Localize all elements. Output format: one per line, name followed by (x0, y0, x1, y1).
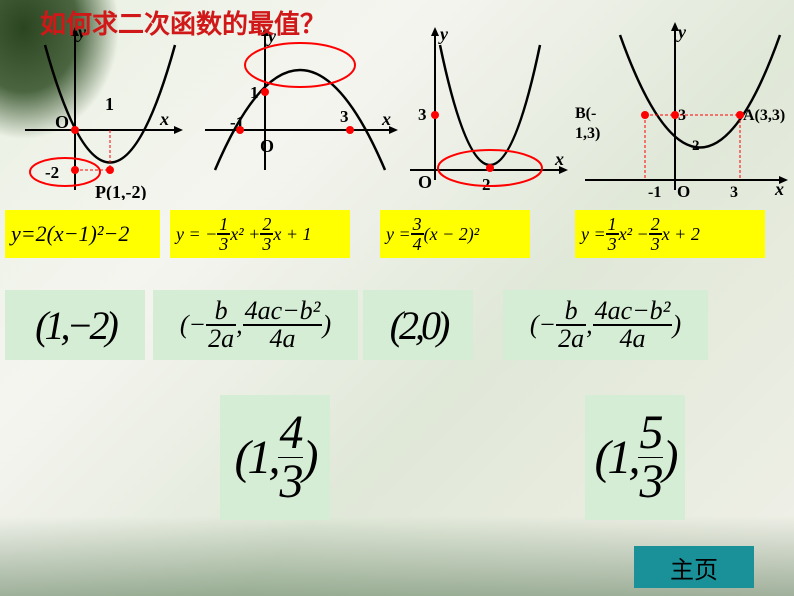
vertex-formula-1: (− b2a , 4ac−b²4a ) (153, 290, 358, 360)
svg-text:-1: -1 (648, 184, 661, 200)
svg-text:O: O (260, 136, 274, 156)
svg-text:O: O (418, 172, 432, 192)
vertex-3: (2,0) (363, 290, 473, 360)
svg-text:y: y (676, 22, 687, 42)
svg-text:x: x (554, 149, 564, 169)
svg-text:3: 3 (730, 184, 738, 200)
svg-text:2: 2 (692, 138, 700, 154)
home-button[interactable]: 主页 (634, 546, 754, 588)
svg-text:3: 3 (340, 107, 349, 126)
equation-1: y=2(x−1)²−2 (5, 210, 160, 258)
equation-2: y = − 13 x² + 23 x + 1 (170, 210, 350, 258)
svg-text:P(1,-2): P(1,-2) (95, 182, 146, 200)
answer-1: (1, 43 ) (220, 395, 330, 520)
svg-text:B(-: B(- (575, 105, 596, 122)
vertex-1: (1,−2) (5, 290, 145, 360)
svg-text:1: 1 (105, 94, 114, 114)
page-title: 如何求二次函数的最值？ (40, 4, 326, 41)
vertex-row: (1,−2) (− b2a , 4ac−b²4a ) (2,0) (− b2a … (0, 290, 794, 370)
graphs-row: y x O 1 -2 P(1,-2) y x O -1 3 1 (20, 20, 784, 200)
svg-text:x: x (381, 109, 391, 129)
equation-4: y = 13 x² − 23 x + 2 (575, 210, 765, 258)
graph-2: y x O -1 3 1 (200, 20, 400, 200)
graph-1: y x O 1 -2 P(1,-2) (20, 20, 200, 200)
svg-text:A(3,3): A(3,3) (743, 107, 785, 124)
svg-text:-2: -2 (45, 163, 59, 182)
svg-text:2: 2 (482, 175, 491, 194)
svg-text:x: x (159, 109, 169, 129)
answer-2: (1, 53 ) (585, 395, 685, 520)
svg-text:O: O (677, 182, 690, 200)
equations-row: y=2(x−1)²−2 y = − 13 x² + 23 x + 1 y = 3… (5, 210, 789, 258)
svg-text:1: 1 (250, 83, 259, 102)
answers-row: (1, 43 ) (1, 53 ) (0, 395, 794, 525)
equation-3: y = 34 (x − 2)² (380, 210, 530, 258)
eq2-pre: y = − (176, 224, 217, 245)
graph-3: y x O 2 3 (400, 20, 570, 200)
svg-text:O: O (55, 112, 69, 132)
svg-text:y: y (438, 24, 449, 44)
vertex-formula-2: (− b2a , 4ac−b²4a ) (503, 290, 708, 360)
svg-text:x: x (774, 179, 784, 199)
svg-text:1,3): 1,3) (575, 125, 600, 142)
graph-4: y x O -1 3 3 2 A(3,3) B(- 1,3) (570, 20, 790, 200)
svg-text:3: 3 (418, 105, 427, 124)
